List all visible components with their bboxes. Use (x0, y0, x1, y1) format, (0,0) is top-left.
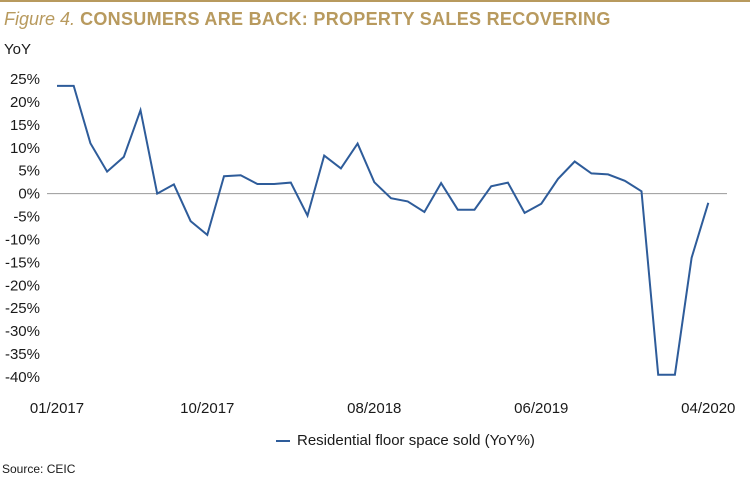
x-tick-label: 06/2019 (514, 400, 568, 417)
y-tick-label: -20% (5, 277, 40, 294)
figure-title: Figure 4. CONSUMERS ARE BACK: PROPERTY S… (4, 9, 611, 30)
y-tick-label: -10% (5, 231, 40, 248)
x-tick-label: 08/2018 (347, 400, 401, 417)
y-tick-label: -30% (5, 323, 40, 340)
figure-label: Figure 4. (4, 9, 76, 29)
y-tick-label: 25% (10, 71, 40, 88)
y-tick-label: 0% (18, 186, 40, 203)
y-axis-label: YoY (4, 41, 31, 58)
y-tick-label: -40% (5, 369, 40, 386)
legend-label: Residential floor space sold (YoY%) (297, 432, 535, 449)
x-tick-label: 01/2017 (30, 400, 84, 417)
legend: Residential floor space sold (YoY%) (276, 432, 535, 449)
y-tick-label: -35% (5, 346, 40, 363)
x-tick-label: 04/2020 (681, 400, 735, 417)
y-tick-label: -25% (5, 300, 40, 317)
y-tick-label: -5% (13, 209, 40, 226)
y-tick-label: 15% (10, 117, 40, 134)
x-tick-label: 10/2017 (180, 400, 234, 417)
source-note: Source: CEIC (2, 462, 76, 476)
legend-swatch (276, 440, 290, 443)
y-tick-label: 10% (10, 140, 40, 157)
top-rule (0, 0, 750, 2)
series-line (57, 84, 710, 376)
y-tick-label: 5% (18, 163, 40, 180)
y-tick-label: 20% (10, 94, 40, 111)
chart-title: CONSUMERS ARE BACK: PROPERTY SALES RECOV… (80, 9, 611, 29)
y-tick-label: -15% (5, 254, 40, 271)
